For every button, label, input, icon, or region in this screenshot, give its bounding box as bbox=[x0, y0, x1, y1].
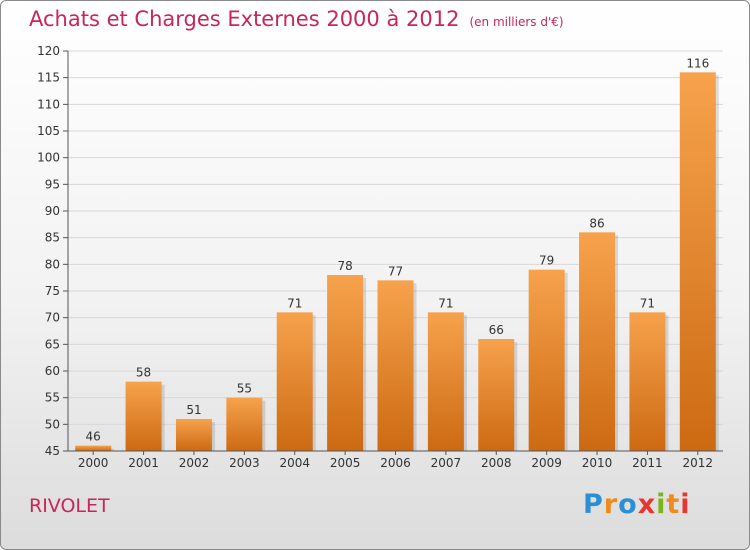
logo-letter: i bbox=[680, 489, 691, 520]
bar-2004 bbox=[276, 312, 313, 451]
y-tick-label: 80 bbox=[45, 257, 60, 271]
logo-letter: t bbox=[666, 489, 681, 520]
value-label-2006: 77 bbox=[388, 264, 403, 278]
bar-2006 bbox=[377, 280, 414, 451]
value-label-2012: 116 bbox=[686, 56, 709, 70]
bar-2005 bbox=[327, 275, 364, 451]
y-tick-label: 105 bbox=[37, 124, 60, 138]
bar-2009 bbox=[528, 269, 565, 451]
x-tick-label-2009: 2009 bbox=[531, 456, 562, 470]
y-tick-label: 85 bbox=[45, 231, 60, 245]
value-label-2000: 46 bbox=[86, 430, 101, 444]
y-tick-label: 120 bbox=[37, 44, 60, 58]
x-tick-label-2004: 2004 bbox=[279, 456, 310, 470]
bar-2010 bbox=[579, 232, 616, 451]
bar-2002 bbox=[175, 419, 212, 451]
chart-unit: (en milliers d'€) bbox=[469, 15, 564, 29]
x-tick-label-2006: 2006 bbox=[380, 456, 411, 470]
value-label-2005: 78 bbox=[337, 259, 352, 273]
x-tick-label-2010: 2010 bbox=[582, 456, 613, 470]
commune-name: RIVOLET bbox=[29, 495, 110, 517]
y-tick-label: 95 bbox=[45, 177, 60, 191]
x-tick-label-2007: 2007 bbox=[431, 456, 462, 470]
bar-2012 bbox=[679, 72, 716, 451]
proxiti-logo: Proxiti bbox=[583, 489, 691, 520]
value-label-2001: 58 bbox=[136, 366, 151, 380]
y-tick-label: 45 bbox=[45, 444, 60, 458]
y-tick-label: 55 bbox=[45, 391, 60, 405]
logo-letter: i bbox=[656, 489, 667, 520]
value-label-2003: 55 bbox=[237, 382, 252, 396]
x-tick-label-2008: 2008 bbox=[481, 456, 512, 470]
bar-2003 bbox=[226, 397, 263, 451]
value-label-2004: 71 bbox=[287, 296, 302, 310]
bar-2007 bbox=[427, 312, 464, 451]
value-label-2010: 86 bbox=[589, 216, 604, 230]
y-tick-label: 50 bbox=[45, 417, 60, 431]
value-label-2008: 66 bbox=[489, 323, 504, 337]
x-tick-label-2012: 2012 bbox=[683, 456, 714, 470]
x-tick-label-2003: 2003 bbox=[229, 456, 260, 470]
x-tick-label-2000: 2000 bbox=[78, 456, 109, 470]
y-tick-label: 65 bbox=[45, 337, 60, 351]
bar-2011 bbox=[629, 312, 666, 451]
x-tick-label-2002: 2002 bbox=[179, 456, 210, 470]
value-label-2009: 79 bbox=[539, 254, 554, 268]
chart-title: Achats et Charges Externes 2000 à 2012 (e… bbox=[29, 7, 564, 31]
value-label-2002: 51 bbox=[186, 403, 201, 417]
x-tick-label-2005: 2005 bbox=[330, 456, 361, 470]
bar-2001 bbox=[125, 381, 162, 451]
y-tick-label: 60 bbox=[45, 364, 60, 378]
value-label-2007: 71 bbox=[438, 296, 453, 310]
logo-letter: x bbox=[637, 489, 657, 520]
y-tick-label: 75 bbox=[45, 284, 60, 298]
logo-letter: r bbox=[603, 489, 619, 520]
logo-letter: o bbox=[618, 489, 638, 520]
y-tick-label: 100 bbox=[37, 151, 60, 165]
y-tick-label: 115 bbox=[37, 71, 60, 85]
value-label-2011: 71 bbox=[640, 296, 655, 310]
x-tick-label-2011: 2011 bbox=[632, 456, 663, 470]
bar-2000 bbox=[75, 445, 112, 451]
y-tick-label: 90 bbox=[45, 204, 60, 218]
bar-2008 bbox=[478, 339, 515, 451]
x-tick-label-2001: 2001 bbox=[128, 456, 159, 470]
y-tick-label: 70 bbox=[45, 311, 60, 325]
logo-letter: P bbox=[583, 489, 604, 520]
y-tick-label: 110 bbox=[37, 97, 60, 111]
